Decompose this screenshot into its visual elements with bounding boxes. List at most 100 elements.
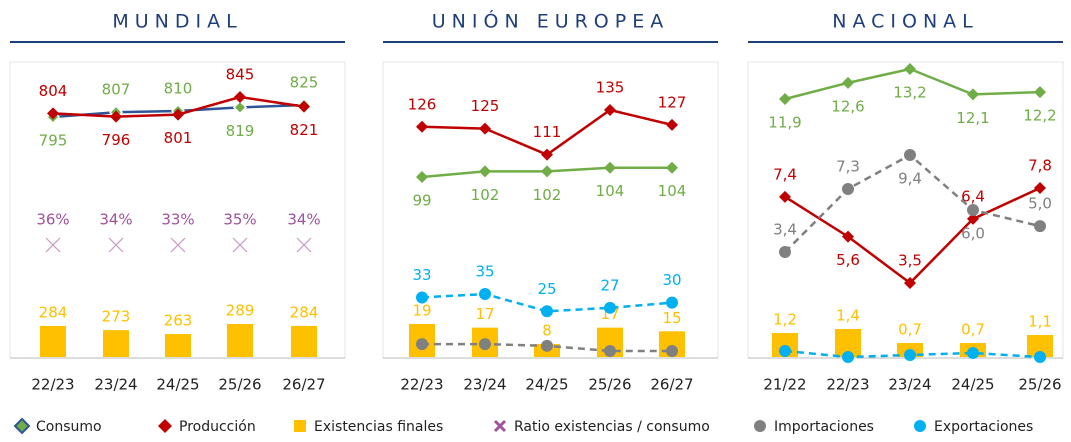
bar-label: 1,1 (1028, 313, 1052, 331)
legend-label: Consumo (36, 419, 102, 435)
legend-label: Ratio existencias / consumo (514, 419, 710, 435)
bar-label: 17 (475, 305, 494, 323)
data-label: 3,5 (898, 252, 922, 270)
x-marker (45, 237, 61, 253)
bar (1027, 335, 1053, 357)
circle-marker (541, 339, 553, 352)
legend-label: Importaciones (774, 419, 874, 435)
data-label: 825 (290, 74, 319, 92)
x-marker (170, 237, 186, 253)
data-label: 33% (161, 211, 194, 229)
data-label: 5,6 (836, 251, 860, 269)
diamond-marker (967, 212, 979, 225)
x-marker (108, 237, 124, 253)
data-label: 126 (408, 95, 437, 113)
data-label: 795 (39, 132, 68, 150)
bar-label: 289 (226, 302, 255, 320)
data-label: 7,3 (836, 157, 860, 175)
bar (103, 330, 129, 357)
x-marker (232, 237, 248, 253)
diamond-marker (232, 100, 248, 115)
x-tick-label: 24/25 (951, 376, 994, 394)
data-label: 127 (658, 93, 687, 111)
bar-label: 1,4 (836, 307, 860, 325)
diamond-marker (1034, 182, 1046, 194)
data-label: 7,8 (1028, 157, 1052, 175)
diamond-marker (234, 91, 246, 103)
data-label: 11,9 (768, 114, 801, 132)
x-tick-label: 24/25 (156, 376, 199, 394)
panel-title: UNIÓN EUROPEA (432, 9, 669, 33)
data-label: 27 (600, 276, 619, 294)
bar-label: 263 (164, 312, 193, 330)
data-label: 125 (471, 97, 500, 115)
diamond-marker (47, 107, 59, 120)
bar-label: 1,2 (773, 311, 797, 329)
x-tick-label: 26/27 (650, 376, 693, 394)
bar-label: 284 (290, 303, 319, 321)
diamond-marker (604, 161, 616, 174)
circle-marker (604, 345, 616, 357)
data-label: 36% (36, 211, 69, 229)
data-label: 6,0 (961, 224, 985, 242)
diamond-marker (1034, 86, 1046, 99)
x-tick-label: 23/24 (888, 376, 931, 394)
circle-marker (842, 182, 854, 195)
circle-marker (416, 291, 428, 304)
circle-marker (779, 246, 791, 258)
x-tick-label: 22/23 (400, 376, 443, 394)
legend-label: Existencias finales (314, 419, 443, 435)
data-label: 9,4 (898, 170, 922, 188)
data-label: 35 (475, 263, 494, 281)
bar-label: 15 (662, 309, 681, 327)
data-label: 35% (223, 211, 256, 229)
data-label: 810 (164, 80, 193, 98)
diamond-marker (842, 230, 854, 243)
x-tick-label: 23/24 (463, 376, 506, 394)
bar (40, 325, 66, 357)
data-label: 7,4 (773, 165, 797, 183)
x-tick-label: 22/23 (31, 376, 74, 394)
diamond-marker (172, 108, 184, 121)
x-tick-label: 24/25 (525, 376, 568, 394)
diamond-marker (479, 122, 491, 135)
bar-label: 0,7 (898, 321, 922, 339)
diamond-marker (298, 100, 310, 113)
x-tick-label: 22/23 (826, 376, 869, 394)
bar-label: 284 (39, 303, 68, 321)
data-label: 3,4 (773, 221, 797, 239)
diamond-marker (666, 118, 678, 131)
circle-marker (604, 301, 616, 314)
bar-label: 8 (542, 322, 552, 340)
data-label: 807 (102, 81, 131, 99)
data-label: 34% (99, 211, 132, 229)
x-tick-label: 25/26 (588, 376, 631, 394)
bar-label: 0,7 (961, 321, 985, 339)
diamond-marker (541, 148, 553, 161)
diamond-marker (842, 76, 854, 89)
data-label: 102 (533, 186, 562, 204)
data-label: 801 (164, 129, 193, 147)
legend-label: Producción (179, 419, 256, 435)
data-label: 135 (596, 79, 625, 97)
circle-marker (541, 305, 553, 318)
diamond-marker (416, 120, 428, 133)
circle-marker (1034, 220, 1046, 233)
circle-marker (904, 349, 916, 361)
diamond-marker (779, 93, 791, 105)
x-tick-label: 26/27 (282, 376, 325, 394)
bar (227, 324, 253, 357)
data-label: 12,1 (956, 109, 989, 127)
diamond-marker (479, 165, 491, 178)
bar (291, 325, 317, 357)
panel-title: MUNDIAL (112, 11, 242, 33)
x-tick-label: 25/26 (1018, 376, 1061, 394)
bar-label: 273 (102, 308, 131, 326)
x-marker (296, 237, 312, 253)
diamond-marker (416, 171, 428, 183)
data-label: 30 (662, 271, 681, 289)
diamond-marker (541, 165, 553, 178)
circle-marker (842, 351, 854, 363)
series-line (421, 292, 673, 313)
circle-marker (416, 338, 428, 351)
